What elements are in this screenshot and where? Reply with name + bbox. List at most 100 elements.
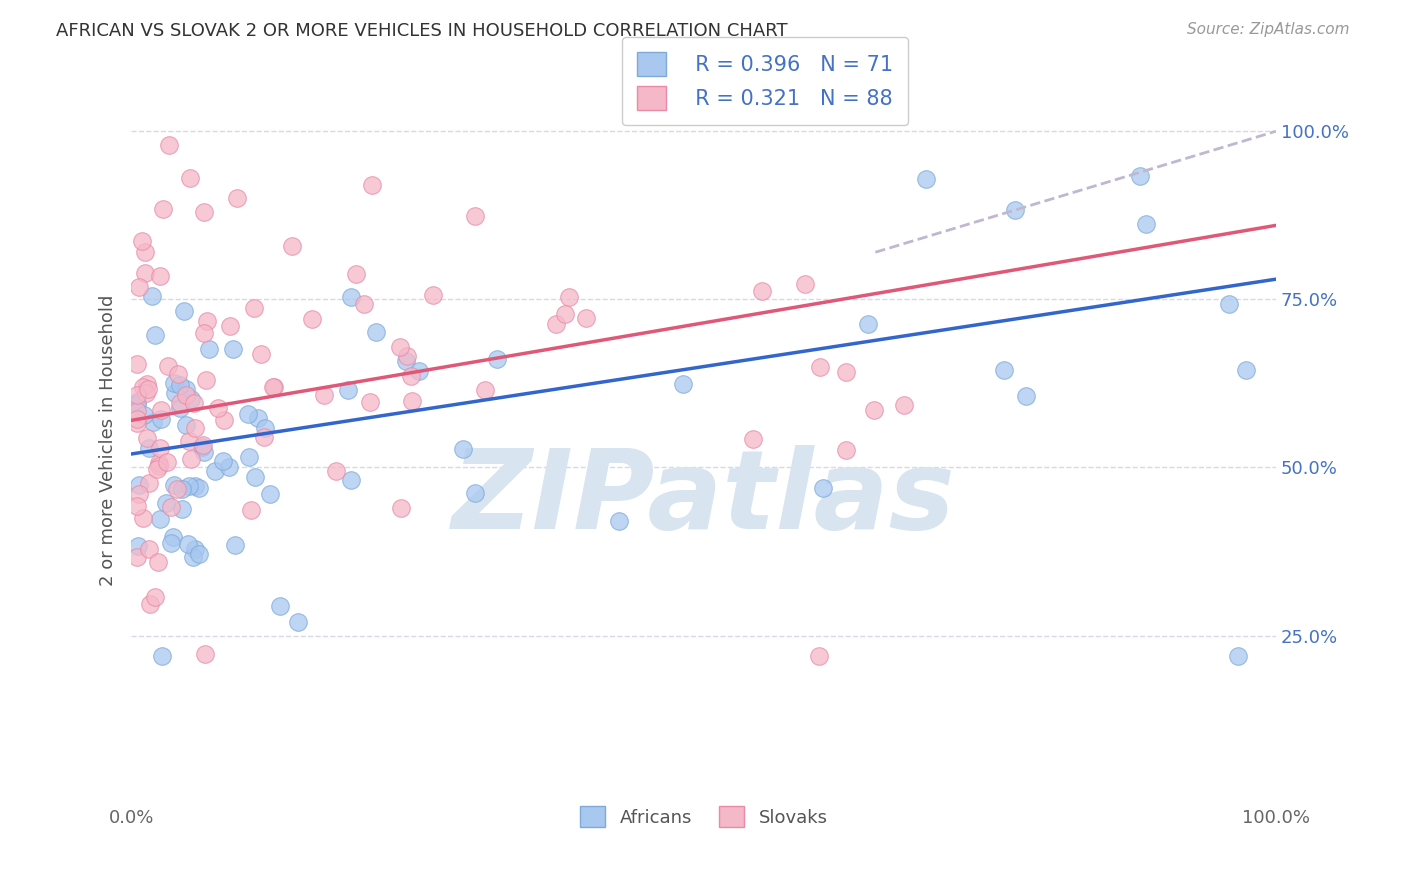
Point — [893, 398, 915, 412]
Point — [389, 340, 412, 354]
Point — [195, 314, 218, 328]
Point — [183, 420, 205, 434]
Point — [808, 360, 831, 375]
Point — [143, 590, 166, 604]
Point — [169, 396, 191, 410]
Point — [281, 238, 304, 252]
Point — [218, 460, 240, 475]
Point — [143, 327, 166, 342]
Point — [243, 470, 266, 484]
Point — [176, 383, 198, 397]
Point — [152, 202, 174, 216]
Point — [219, 319, 242, 334]
Point — [170, 502, 193, 516]
Point — [1226, 648, 1249, 663]
Point — [148, 456, 170, 470]
Point — [389, 500, 412, 515]
Point — [180, 392, 202, 407]
Point — [993, 363, 1015, 377]
Point — [224, 538, 246, 552]
Text: AFRICAN VS SLOVAK 2 OR MORE VEHICLES IN HOUSEHOLD CORRELATION CHART: AFRICAN VS SLOVAK 2 OR MORE VEHICLES IN … — [56, 22, 787, 40]
Point — [247, 411, 270, 425]
Point — [1234, 362, 1257, 376]
Point — [177, 434, 200, 449]
Point — [193, 326, 215, 341]
Point — [162, 478, 184, 492]
Point — [287, 615, 309, 629]
Point — [162, 530, 184, 544]
Point — [811, 481, 834, 495]
Point — [132, 511, 155, 525]
Point — [1218, 296, 1240, 310]
Point — [250, 346, 273, 360]
Point — [134, 409, 156, 423]
Point — [160, 536, 183, 550]
Point — [188, 481, 211, 495]
Point — [134, 245, 156, 260]
Point — [325, 464, 347, 478]
Point — [212, 413, 235, 427]
Point — [141, 289, 163, 303]
Point — [312, 387, 335, 401]
Point — [915, 171, 938, 186]
Point — [195, 373, 218, 387]
Point — [138, 476, 160, 491]
Point — [127, 395, 149, 409]
Point — [544, 318, 567, 332]
Legend: Africans, Slovaks: Africans, Slovaks — [572, 799, 835, 835]
Point — [212, 454, 235, 468]
Y-axis label: 2 or more Vehicles in Household: 2 or more Vehicles in Household — [100, 295, 117, 586]
Point — [125, 388, 148, 402]
Point — [136, 382, 159, 396]
Point — [474, 384, 496, 398]
Point — [259, 487, 281, 501]
Point — [145, 462, 167, 476]
Point — [1129, 169, 1152, 184]
Point — [125, 416, 148, 430]
Point — [179, 171, 201, 186]
Point — [344, 268, 367, 282]
Point — [607, 514, 630, 528]
Point — [125, 550, 148, 565]
Point — [125, 412, 148, 426]
Point — [671, 377, 693, 392]
Point — [131, 234, 153, 248]
Point — [353, 297, 375, 311]
Point — [139, 597, 162, 611]
Point — [150, 648, 173, 663]
Point — [1015, 389, 1038, 403]
Point — [862, 402, 884, 417]
Point — [1004, 202, 1026, 217]
Point — [148, 458, 170, 473]
Point — [176, 418, 198, 433]
Point — [169, 401, 191, 415]
Point — [125, 397, 148, 411]
Point — [177, 479, 200, 493]
Point — [399, 368, 422, 383]
Point — [142, 415, 165, 429]
Point — [173, 304, 195, 318]
Text: ZIPatlas: ZIPatlas — [451, 445, 956, 552]
Point — [422, 288, 444, 302]
Point — [262, 380, 284, 394]
Point — [136, 431, 159, 445]
Point — [169, 378, 191, 392]
Point — [835, 365, 858, 379]
Point — [856, 317, 879, 331]
Point — [395, 354, 418, 368]
Point — [165, 385, 187, 400]
Point — [464, 209, 486, 223]
Point — [188, 547, 211, 561]
Point — [401, 393, 423, 408]
Point — [157, 137, 180, 152]
Point — [808, 648, 831, 663]
Point — [127, 539, 149, 553]
Point — [794, 277, 817, 292]
Point — [180, 452, 202, 467]
Point — [225, 192, 247, 206]
Point — [134, 266, 156, 280]
Point — [127, 499, 149, 513]
Point — [136, 376, 159, 391]
Point — [238, 450, 260, 464]
Point — [464, 485, 486, 500]
